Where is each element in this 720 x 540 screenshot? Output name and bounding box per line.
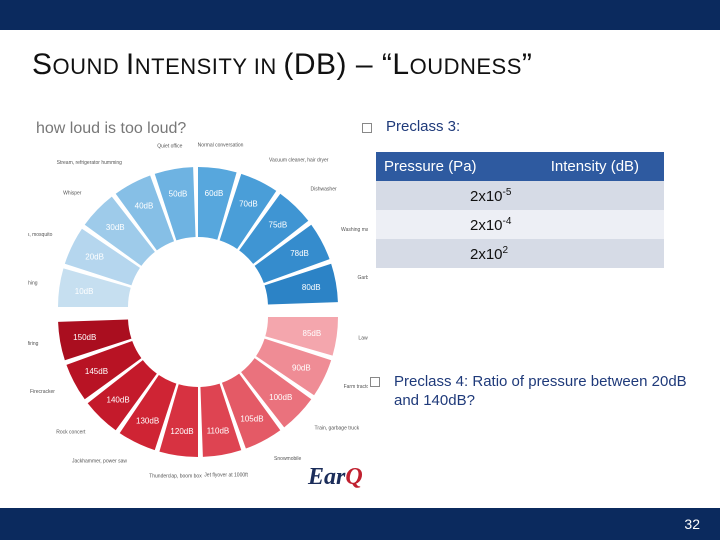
segment-source-label: Normal breathing <box>28 280 38 286</box>
bullet-icon <box>370 377 380 387</box>
title-part: NTENSITY IN <box>134 54 284 79</box>
segment-level-label: 80dB <box>302 283 321 292</box>
segment-source-label: Train, garbage truck <box>315 426 360 432</box>
loudness-segment <box>265 317 338 356</box>
loudness-segment <box>58 268 131 307</box>
title-part: (D <box>283 48 317 81</box>
segment-source-label: Washing machine <box>341 227 368 233</box>
title-part: I <box>125 48 135 81</box>
table-header-row: Pressure (Pa) Intensity (dB) <box>376 152 664 181</box>
loudness-segment <box>64 228 140 286</box>
table-row: 2x102 <box>376 239 664 268</box>
segment-source-label: Normal conversation <box>198 143 244 149</box>
title-part: B <box>316 48 337 81</box>
segment-source-label: Jet takeoff, shotgun firing <box>28 341 39 347</box>
segment-source-label: Garbage disposal, city traffic noise <box>358 275 368 281</box>
loudness-segment <box>254 224 330 284</box>
loudness-segment <box>219 173 277 249</box>
segment-level-label: 120dB <box>170 427 193 436</box>
loudness-segment <box>221 373 281 449</box>
segment-level-label: 60dB <box>205 189 224 198</box>
table-row: 2x10-4 <box>376 210 664 239</box>
table-row: 2x10-5 <box>376 181 664 210</box>
segment-source-label: Thunderclap, boom box <box>149 473 202 479</box>
pressure-intensity-table: Pressure (Pa) Intensity (dB) 2x10-5 2x10… <box>376 152 664 268</box>
loudness-segment <box>119 375 177 451</box>
loudness-segment <box>159 384 198 457</box>
segment-level-label: 70dB <box>239 200 258 209</box>
segment-level-label: 105dB <box>240 415 263 424</box>
page-number: 32 <box>684 516 700 532</box>
segment-source-label: Stream, refrigerator humming <box>57 160 123 166</box>
segment-source-label: Rock concert <box>56 430 86 436</box>
logo-main-text: Ear <box>308 464 346 490</box>
segment-level-label: 30dB <box>106 223 125 232</box>
segment-level-label: 90dB <box>292 363 311 372</box>
logo-accent-text: Q <box>345 464 363 490</box>
bottom-bar <box>0 508 720 540</box>
loudness-segment <box>264 263 338 305</box>
segment-level-label: 20dB <box>85 253 104 262</box>
title-part: OUDNESS <box>409 54 522 79</box>
segment-level-label: 78dB <box>290 249 309 258</box>
segment-source-label: Jet flyover at 1000ft <box>204 473 248 479</box>
segment-source-label: Rustling leaves, mosquito <box>28 232 53 238</box>
segment-source-label: Snowmobile <box>274 456 301 462</box>
segment-level-label: 100dB <box>269 393 292 402</box>
pressure-cell: 2x10-4 <box>376 210 543 239</box>
title-part: S <box>32 48 53 81</box>
segment-level-label: 150dB <box>73 333 96 342</box>
segment-level-label: 140dB <box>107 396 130 405</box>
loudness-infographic: 10dB Normal breathing 20dB Rustling leaves,… <box>28 143 368 480</box>
segment-source-label: Lawnmower <box>358 336 368 342</box>
segment-level-label: 75dB <box>269 220 288 229</box>
title-part: OUND <box>52 54 126 79</box>
segment-source-label: Vacuum cleaner, hair dryer <box>269 157 329 163</box>
segment-source-label: Quiet office <box>157 143 182 149</box>
header-intensity: Intensity (dB) <box>542 152 664 181</box>
pressure-cell: 2x102 <box>376 239 543 268</box>
intensity-cell <box>542 239 664 268</box>
top-bar <box>0 0 720 30</box>
segment-level-label: 85dB <box>303 329 322 338</box>
loudness-segment <box>87 360 157 431</box>
loudness-segment <box>84 196 155 266</box>
slide-title: SOUND INTENSITY IN (DB) – “LOUDNESS” <box>32 48 532 82</box>
bullet-icon <box>362 123 372 133</box>
loudness-segment <box>241 358 312 428</box>
segment-level-label: 10dB <box>75 287 94 296</box>
segment-level-label: 110dB <box>207 426 230 435</box>
segment-level-label: 40dB <box>135 201 154 210</box>
preclass3-label: Preclass 3: <box>386 118 461 135</box>
segment-source-label: Farm tractor <box>344 384 368 390</box>
header-pressure: Pressure (Pa) <box>376 152 543 181</box>
loudness-segment <box>58 319 132 361</box>
loudness-segment <box>239 193 309 264</box>
preclass4-question: Preclass 4: Ratio of pressure between 20… <box>394 373 687 409</box>
loudness-segment <box>256 338 332 396</box>
title-part: ” <box>521 48 533 81</box>
title-part: ) – “L <box>336 48 410 81</box>
loudness-segment <box>154 167 196 241</box>
pressure-cell: 2x10-5 <box>376 181 543 210</box>
segment-source-label: Jackhammer, power saw <box>72 459 127 465</box>
loudness-segment <box>200 383 242 457</box>
segment-source-label: Whisper <box>63 190 82 196</box>
loudness-segment <box>115 175 175 251</box>
infographic-heading: how loud is too loud? <box>36 120 187 137</box>
segment-level-label: 50dB <box>169 190 188 199</box>
segment-level-label: 130dB <box>136 416 159 425</box>
intensity-cell <box>542 181 664 210</box>
intensity-cell <box>542 210 664 239</box>
loudness-segment <box>66 340 142 400</box>
segment-source-label: Dishwasher <box>311 186 337 192</box>
loudness-segment <box>198 167 237 240</box>
segment-source-label: Firecracker <box>30 389 55 395</box>
segment-level-label: 145dB <box>85 367 108 376</box>
earq-logo: EarQ <box>308 464 363 491</box>
